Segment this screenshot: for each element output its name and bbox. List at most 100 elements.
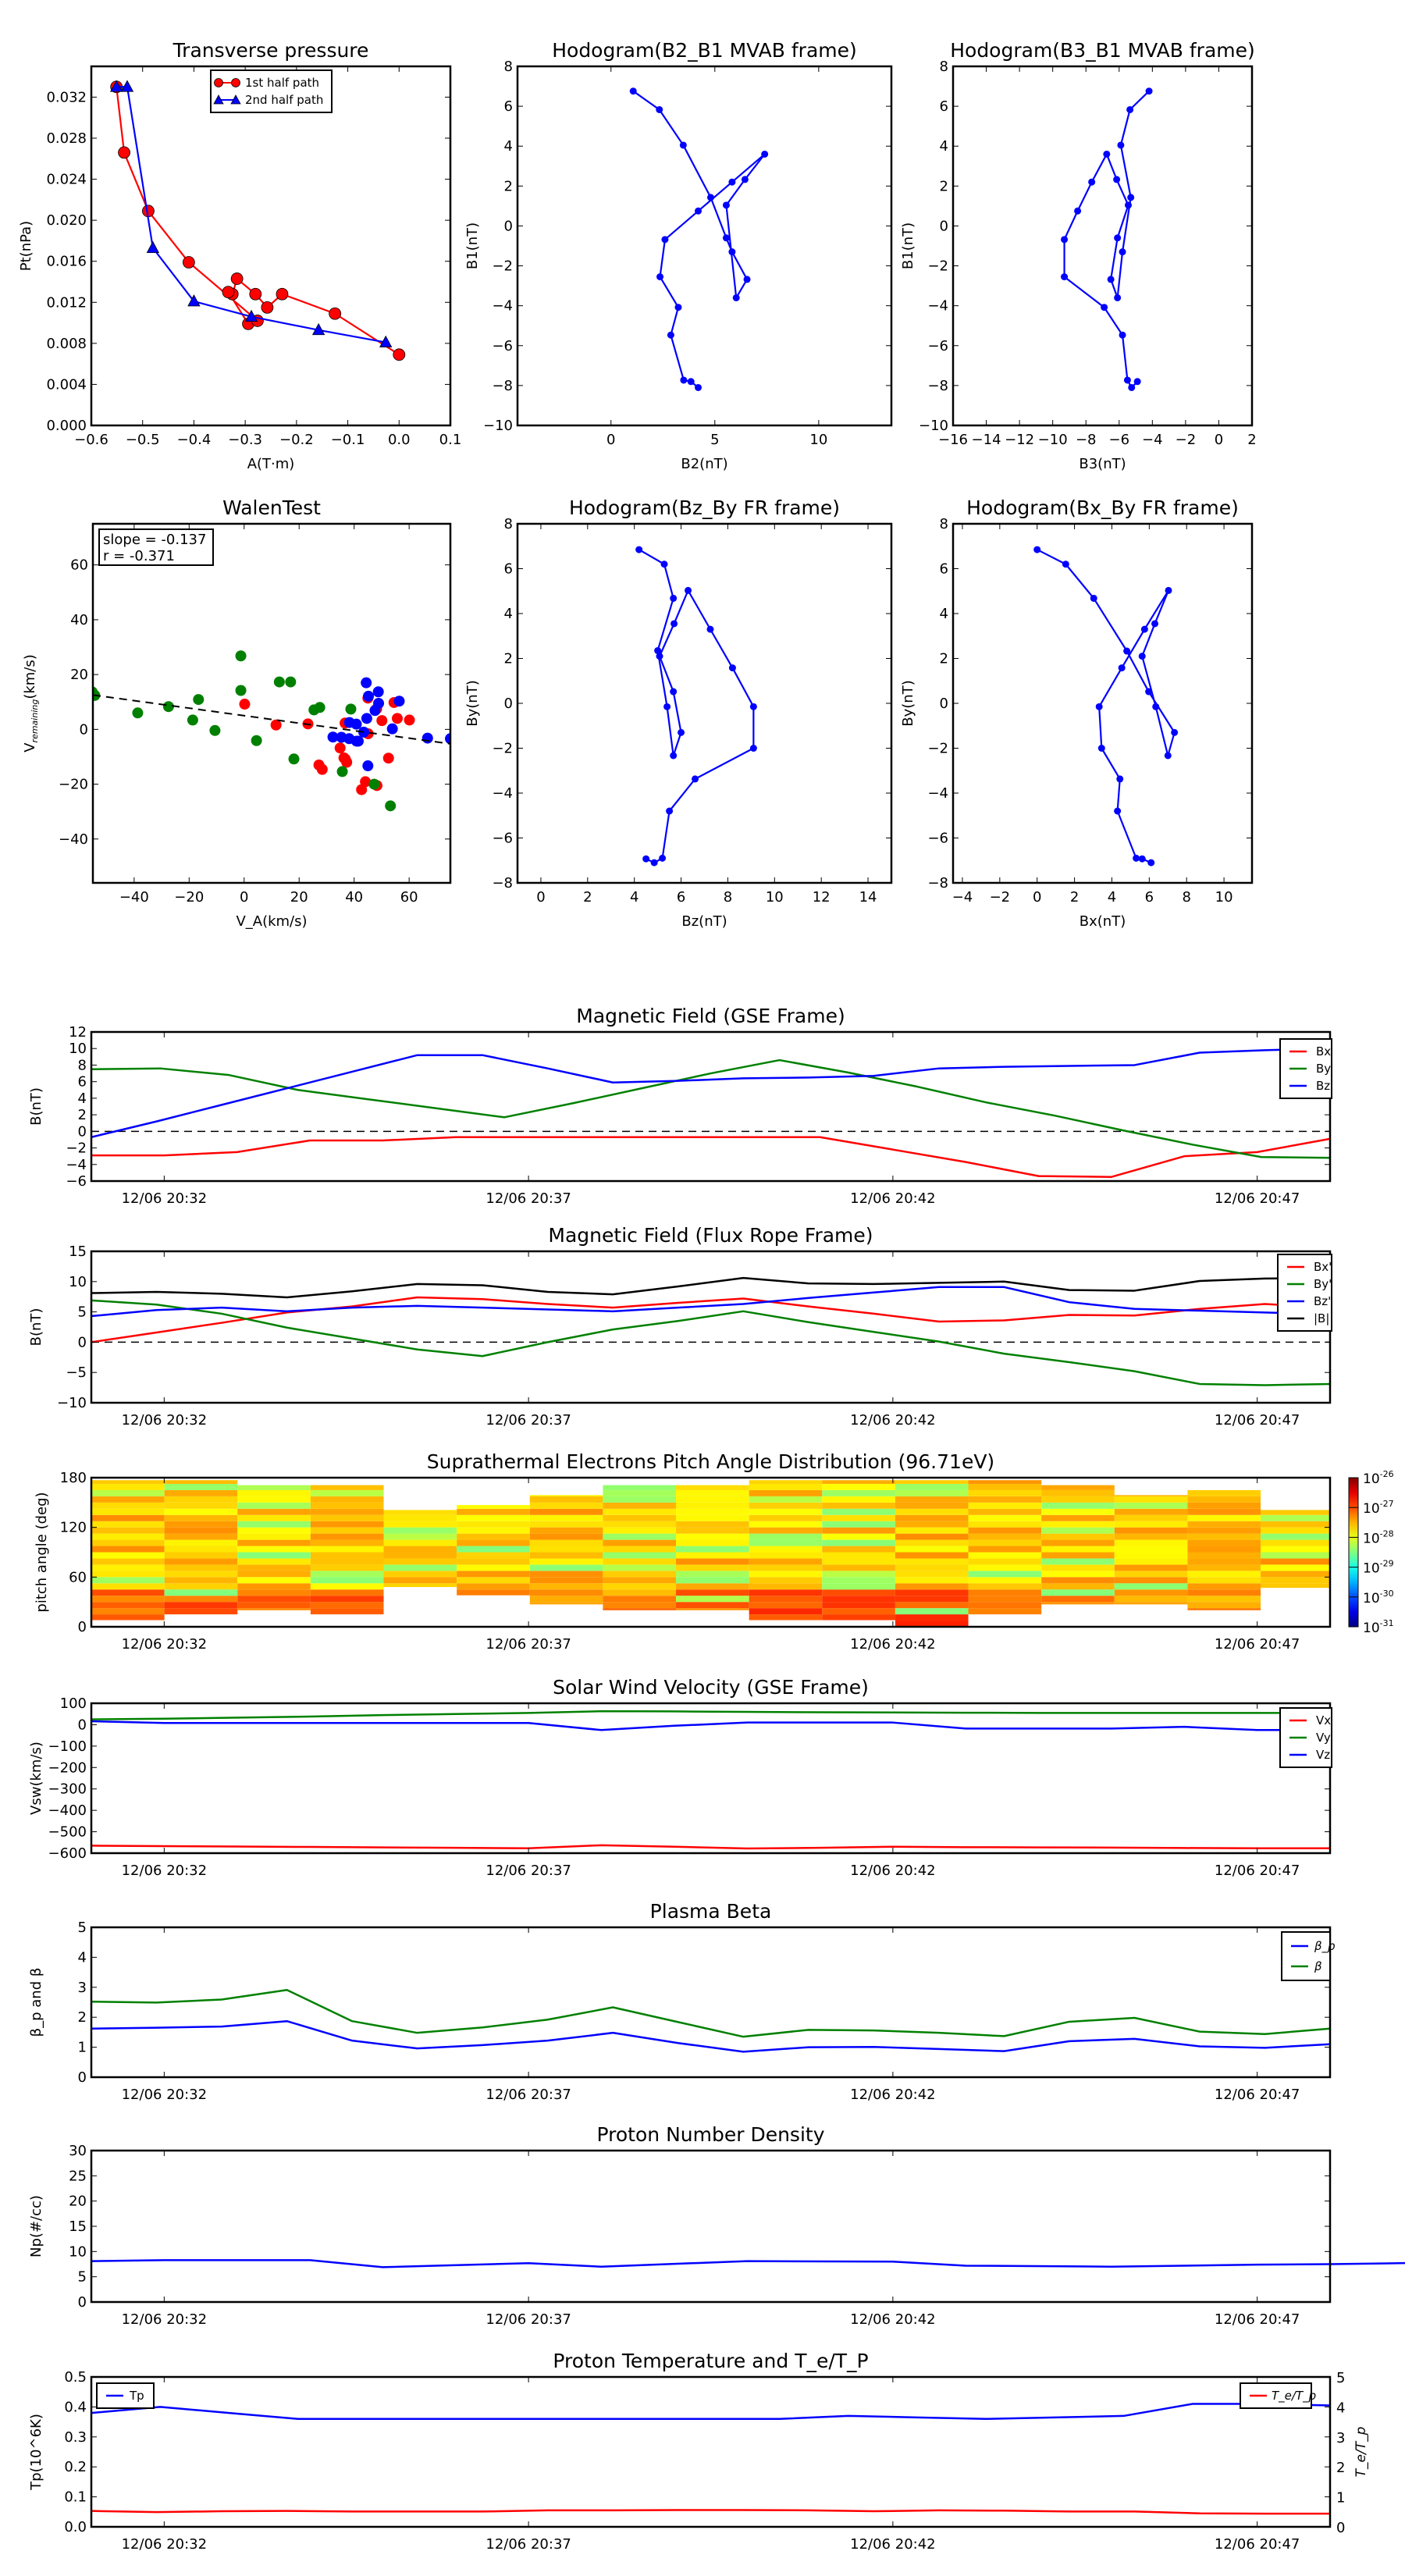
colorbar-tick-base: 10	[1363, 1471, 1380, 1487]
data-point	[311, 322, 325, 336]
y-tick-label: −2	[66, 1140, 87, 1157]
data-point	[1061, 236, 1069, 244]
axes-frame	[516, 65, 893, 427]
heatmap-cell	[895, 1521, 969, 1528]
x-tick-label: 2	[1247, 432, 1256, 448]
plot-area	[93, 650, 450, 812]
heatmap-cell	[749, 1527, 823, 1534]
scatter-point	[422, 732, 433, 744]
heatmap-cell	[164, 1552, 238, 1559]
heatmap-cell	[310, 1589, 384, 1596]
data-point	[1119, 331, 1126, 339]
heatmap-cell	[457, 1508, 530, 1515]
legend-marker	[214, 78, 223, 87]
data-point	[1088, 178, 1096, 186]
heatmap-cell	[1041, 1571, 1115, 1578]
y-tick-label: 4	[940, 606, 948, 622]
x-tick-label: 12/06 20:42	[850, 1190, 935, 1207]
heatmap-cell	[895, 1577, 969, 1584]
chart-walen_test: WalenTest −40 −20 0 20 40 60 −40 −20 0 20 40 60 V_A(k…	[22, 496, 452, 930]
scatter-point	[361, 713, 372, 724]
y-tick-label: 0	[78, 2294, 87, 2311]
data-point	[667, 331, 674, 339]
heatmap-cell	[457, 1564, 530, 1571]
heatmap-cell	[603, 1558, 677, 1565]
heatmap-cell	[895, 1480, 969, 1484]
series-line-by	[91, 1059, 1331, 1159]
x-axis-label: A(T·m)	[247, 456, 295, 472]
y-tick-label: −4	[927, 785, 948, 802]
heatmap-cell	[237, 1514, 311, 1521]
heatmap-cell	[895, 1489, 969, 1496]
y-tick-label: 8	[940, 59, 948, 75]
heatmap-cell	[603, 1489, 677, 1496]
x-tick-label: 12/06 20:42	[850, 1863, 935, 1879]
legend-label: Tp	[129, 2389, 144, 2403]
x-tick-label: −0.5	[126, 432, 160, 448]
heatmap-cell	[529, 1552, 603, 1559]
chart-title: Suprathermal Electrons Pitch Angle Distr…	[427, 1450, 994, 1473]
heatmap-cell	[1187, 1571, 1261, 1578]
data-point	[1152, 703, 1160, 710]
heatmap-cell	[237, 1596, 311, 1603]
y-tick-label: 0.012	[46, 294, 87, 311]
y-axis-label: Pt(nPa)	[18, 221, 34, 271]
heatmap-cell	[822, 1558, 895, 1565]
data-point	[706, 194, 714, 201]
x-tick-label: 12/06 20:32	[122, 1636, 207, 1653]
heatmap-cell	[1261, 1527, 1330, 1534]
chart-transverse_pressure: Transverse pressure 0.000 0.004 0.008 0.012 0…	[18, 39, 461, 472]
y-axis-label-sub: remaining	[30, 699, 40, 743]
y-tick-label: 12	[69, 1024, 87, 1041]
heatmap-cell	[968, 1577, 1042, 1584]
heatmap-cell	[457, 1558, 530, 1565]
series-line-vy	[91, 1710, 1330, 1720]
heatmap-cell	[676, 1596, 749, 1603]
x-tick-label: 12/06 20:32	[122, 2536, 207, 2553]
data-point	[680, 376, 688, 384]
heatmap-cell	[676, 1589, 749, 1596]
y-tick-label: 4	[78, 1949, 87, 1966]
heatmap-cell	[822, 1589, 895, 1596]
data-point	[1128, 383, 1136, 391]
y-right-tick-label: 4	[1336, 2400, 1345, 2416]
legend-label: Bz'	[1314, 1294, 1331, 1308]
chart-proton_temperature: Proton Temperature and T_e/T_P 0.0 0.1 0.2 0…	[28, 2350, 1369, 2553]
heatmap-cell	[310, 1558, 384, 1565]
y-tick-label: 60	[69, 1569, 87, 1585]
heatmap-cell	[603, 1533, 677, 1540]
y-tick-label: −2	[927, 258, 948, 275]
x-tick-label: −0.2	[279, 432, 314, 448]
heatmap-cell	[676, 1539, 749, 1546]
heatmap-cell	[237, 1533, 311, 1540]
x-tick-label: 12/06 20:37	[486, 2536, 571, 2553]
heatmap-cell	[164, 1571, 238, 1578]
y-axis-label: By(nT)	[464, 680, 481, 726]
series-line-by	[91, 1299, 1331, 1386]
heatmap-cell	[1114, 1514, 1188, 1521]
series-line-np	[91, 2259, 1405, 2268]
scatter-point	[404, 714, 415, 726]
heatmap-cell	[603, 1496, 677, 1503]
series-line-	[91, 1989, 1331, 2038]
heatmap-cell	[1041, 1539, 1115, 1546]
y-tick-label: 10	[69, 1041, 87, 1057]
heatmap-cell	[676, 1533, 749, 1540]
x-tick-label: 12/06 20:37	[486, 1863, 571, 1879]
y-tick-label: −600	[48, 1845, 87, 1862]
heatmap-cell	[676, 1583, 749, 1590]
x-tick-label: −4	[1142, 432, 1163, 448]
heatmap-cell	[91, 1596, 165, 1603]
x-tick-label: 12/06 20:47	[1215, 1863, 1300, 1879]
heatmap-cell	[310, 1571, 384, 1578]
heatmap-cell	[310, 1485, 384, 1490]
x-tick-label: 12/06 20:42	[850, 2311, 935, 2328]
heatmap-cell	[968, 1483, 1042, 1490]
heatmap-cell	[164, 1527, 238, 1534]
heatmap-cell	[1261, 1521, 1330, 1528]
heatmap-cell	[529, 1583, 603, 1590]
x-axis-label: Bx(nT)	[1080, 913, 1126, 930]
heatmap-cell	[164, 1589, 238, 1596]
legend-marker	[231, 78, 240, 87]
heatmap-cell	[91, 1521, 165, 1528]
